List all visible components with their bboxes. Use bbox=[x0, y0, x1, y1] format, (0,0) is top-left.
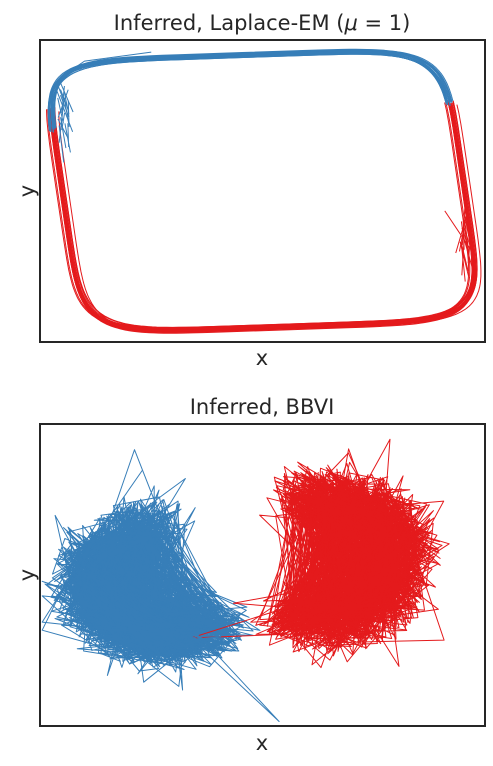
blue-trajectory-line bbox=[67, 123, 70, 148]
chart-title-laplace-em: Inferred, Laplace-EM (μ = 1) bbox=[114, 11, 411, 35]
red-trajectory-line bbox=[49, 102, 473, 330]
red-trajectory-line bbox=[54, 100, 478, 329]
bbvi-panel: Inferred, BBVI x y bbox=[15, 395, 486, 755]
red-trajectory-line bbox=[54, 100, 478, 328]
red-trajectory-line bbox=[455, 220, 466, 254]
blue-noisy-trajectory bbox=[41, 554, 222, 676]
red-trajectory-line bbox=[465, 221, 472, 247]
blue-trajectory-line bbox=[64, 123, 71, 153]
plot-area-bbvi bbox=[41, 438, 450, 722]
blue-trajectory-line bbox=[55, 81, 65, 101]
red-trajectory-line bbox=[50, 103, 473, 332]
plot-area-laplace-em bbox=[46, 48, 482, 334]
blue-trajectory-line bbox=[58, 125, 65, 163]
red-trajectory-line bbox=[50, 103, 474, 331]
red-trajectory-line bbox=[50, 101, 474, 329]
red-trajectory-line bbox=[461, 227, 468, 244]
blue-trajectory-tail bbox=[70, 51, 152, 71]
laplace-em-panel: Inferred, Laplace-EM (μ = 1) x y bbox=[15, 11, 486, 370]
blue-trajectory-line bbox=[57, 97, 64, 124]
red-trajectory-line bbox=[49, 100, 473, 328]
red-trajectory-line bbox=[50, 103, 474, 332]
red-trajectory-line bbox=[52, 104, 476, 332]
blue-trajectory-line bbox=[51, 53, 451, 133]
red-trajectory-line bbox=[52, 104, 476, 332]
red-trajectory-line bbox=[459, 241, 469, 276]
red-trajectory-line bbox=[51, 102, 475, 330]
x-axis-label-bbvi: x bbox=[256, 731, 268, 755]
red-trajectory-line bbox=[465, 225, 469, 254]
red-trajectory-line bbox=[461, 238, 465, 276]
red-trajectory-line bbox=[51, 103, 475, 331]
blue-trajectory-line bbox=[51, 52, 451, 131]
x-axis-label-laplace-em: x bbox=[256, 346, 268, 370]
chart-title-bbvi: Inferred, BBVI bbox=[190, 395, 335, 419]
red-noisy-trajectory bbox=[255, 452, 440, 657]
red-trajectory-line bbox=[444, 210, 470, 248]
red-trajectory-line bbox=[52, 103, 476, 331]
blue-trajectory-line bbox=[49, 53, 449, 132]
blue-trajectory-line bbox=[59, 82, 74, 113]
red-trajectory-line bbox=[467, 233, 472, 264]
blue-trajectory-line bbox=[49, 53, 449, 132]
blue-trajectory-line bbox=[58, 104, 64, 143]
blue-trajectory-line bbox=[57, 118, 69, 138]
red-trajectory-line bbox=[51, 105, 475, 333]
blue-trajectory-line bbox=[52, 49, 452, 129]
plot-frame-bbvi bbox=[39, 423, 486, 727]
red-trajectory-line bbox=[53, 102, 477, 331]
blue-trajectory-line bbox=[47, 52, 447, 132]
red-trajectory-line bbox=[50, 101, 474, 329]
blue-trajectory-line bbox=[61, 112, 66, 131]
blue-trajectory-line bbox=[63, 97, 70, 124]
red-trajectory-line bbox=[51, 104, 475, 333]
red-trajectory-line bbox=[51, 106, 475, 334]
red-trajectory-line bbox=[58, 104, 482, 332]
blue-noisy-trajectory bbox=[56, 496, 254, 668]
blue-trajectory-line bbox=[56, 90, 74, 132]
y-axis-label-laplace-em: y bbox=[15, 185, 39, 197]
red-trajectory-line bbox=[50, 105, 474, 333]
red-trajectory-line bbox=[46, 102, 470, 330]
red-trajectory-line bbox=[469, 224, 474, 267]
red-trajectory-line bbox=[51, 104, 475, 332]
red-trajectory-line bbox=[49, 101, 473, 330]
red-trajectory-line bbox=[460, 241, 469, 271]
red-trajectory-line bbox=[50, 103, 474, 331]
blue-trajectory-line bbox=[47, 52, 447, 132]
red-trajectory-line bbox=[54, 102, 478, 330]
red-trajectory-line bbox=[53, 103, 477, 332]
blue-trajectory-line bbox=[48, 51, 448, 130]
y-axis-label-bbvi: y bbox=[15, 569, 39, 581]
red-trajectory-line bbox=[50, 103, 474, 332]
red-trajectory-line bbox=[47, 102, 471, 330]
plot-frame-laplace-em bbox=[39, 39, 486, 343]
blue-trajectory-line bbox=[57, 89, 69, 118]
blue-trajectory-line bbox=[51, 53, 451, 133]
blue-trajectory-line bbox=[59, 94, 70, 118]
